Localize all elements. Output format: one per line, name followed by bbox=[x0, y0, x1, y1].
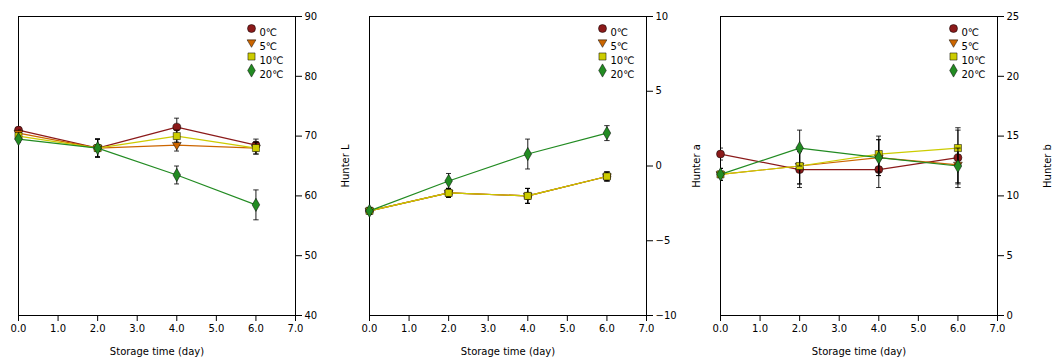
svg-text:7.0: 7.0 bbox=[288, 323, 304, 334]
svg-text:Hunter b: Hunter b bbox=[1042, 144, 1053, 188]
svg-text:0: 0 bbox=[656, 160, 662, 171]
svg-text:Storage time (day): Storage time (day) bbox=[461, 346, 555, 357]
svg-text:0℃: 0℃ bbox=[260, 27, 278, 38]
svg-text:10℃: 10℃ bbox=[611, 55, 635, 66]
svg-text:20: 20 bbox=[1007, 71, 1020, 82]
svg-text:0.0: 0.0 bbox=[362, 323, 378, 334]
svg-text:3.0: 3.0 bbox=[129, 323, 145, 334]
svg-text:6.0: 6.0 bbox=[599, 323, 615, 334]
svg-text:10℃: 10℃ bbox=[260, 55, 284, 66]
svg-text:60: 60 bbox=[305, 190, 318, 201]
svg-text:5.0: 5.0 bbox=[910, 323, 926, 334]
svg-text:6.0: 6.0 bbox=[248, 323, 264, 334]
svg-text:4.0: 4.0 bbox=[169, 323, 185, 334]
svg-text:4.0: 4.0 bbox=[520, 323, 536, 334]
svg-text:50: 50 bbox=[305, 250, 318, 261]
svg-text:10: 10 bbox=[1007, 190, 1020, 201]
svg-text:5℃: 5℃ bbox=[260, 41, 278, 52]
svg-text:0.0: 0.0 bbox=[713, 323, 729, 334]
svg-text:−5: −5 bbox=[656, 235, 671, 246]
svg-text:5.0: 5.0 bbox=[208, 323, 224, 334]
svg-text:Storage time (day): Storage time (day) bbox=[812, 346, 906, 357]
svg-text:1.0: 1.0 bbox=[752, 323, 768, 334]
svg-text:20℃: 20℃ bbox=[611, 69, 635, 80]
svg-text:0.0: 0.0 bbox=[11, 323, 27, 334]
svg-text:20℃: 20℃ bbox=[962, 69, 986, 80]
svg-text:4.0: 4.0 bbox=[871, 323, 887, 334]
svg-text:40: 40 bbox=[305, 310, 318, 321]
svg-text:10: 10 bbox=[656, 11, 669, 22]
svg-text:2.0: 2.0 bbox=[441, 323, 457, 334]
svg-text:1.0: 1.0 bbox=[401, 323, 417, 334]
svg-text:70: 70 bbox=[305, 130, 318, 141]
svg-text:3.0: 3.0 bbox=[831, 323, 847, 334]
svg-text:10℃: 10℃ bbox=[962, 55, 986, 66]
svg-text:5℃: 5℃ bbox=[962, 41, 980, 52]
svg-text:15: 15 bbox=[1007, 130, 1020, 141]
svg-text:Hunter a: Hunter a bbox=[691, 144, 702, 188]
svg-text:5℃: 5℃ bbox=[611, 41, 629, 52]
svg-text:20℃: 20℃ bbox=[260, 69, 284, 80]
svg-text:80: 80 bbox=[305, 71, 318, 82]
svg-text:7.0: 7.0 bbox=[990, 323, 1006, 334]
svg-text:0: 0 bbox=[1007, 310, 1013, 321]
svg-text:5: 5 bbox=[1007, 250, 1013, 261]
svg-text:3.0: 3.0 bbox=[480, 323, 496, 334]
svg-text:2.0: 2.0 bbox=[90, 323, 106, 334]
svg-text:2.0: 2.0 bbox=[792, 323, 808, 334]
svg-text:Storage time (day): Storage time (day) bbox=[110, 346, 204, 357]
svg-text:6.0: 6.0 bbox=[950, 323, 966, 334]
svg-text:0℃: 0℃ bbox=[962, 27, 980, 38]
svg-text:Hunter L: Hunter L bbox=[340, 144, 351, 188]
svg-text:90: 90 bbox=[305, 11, 318, 22]
svg-text:1.0: 1.0 bbox=[50, 323, 66, 334]
svg-text:−10: −10 bbox=[656, 310, 677, 321]
svg-text:0℃: 0℃ bbox=[611, 27, 629, 38]
svg-text:7.0: 7.0 bbox=[639, 323, 655, 334]
svg-text:5.0: 5.0 bbox=[559, 323, 575, 334]
svg-text:25: 25 bbox=[1007, 11, 1020, 22]
svg-text:5: 5 bbox=[656, 85, 662, 96]
